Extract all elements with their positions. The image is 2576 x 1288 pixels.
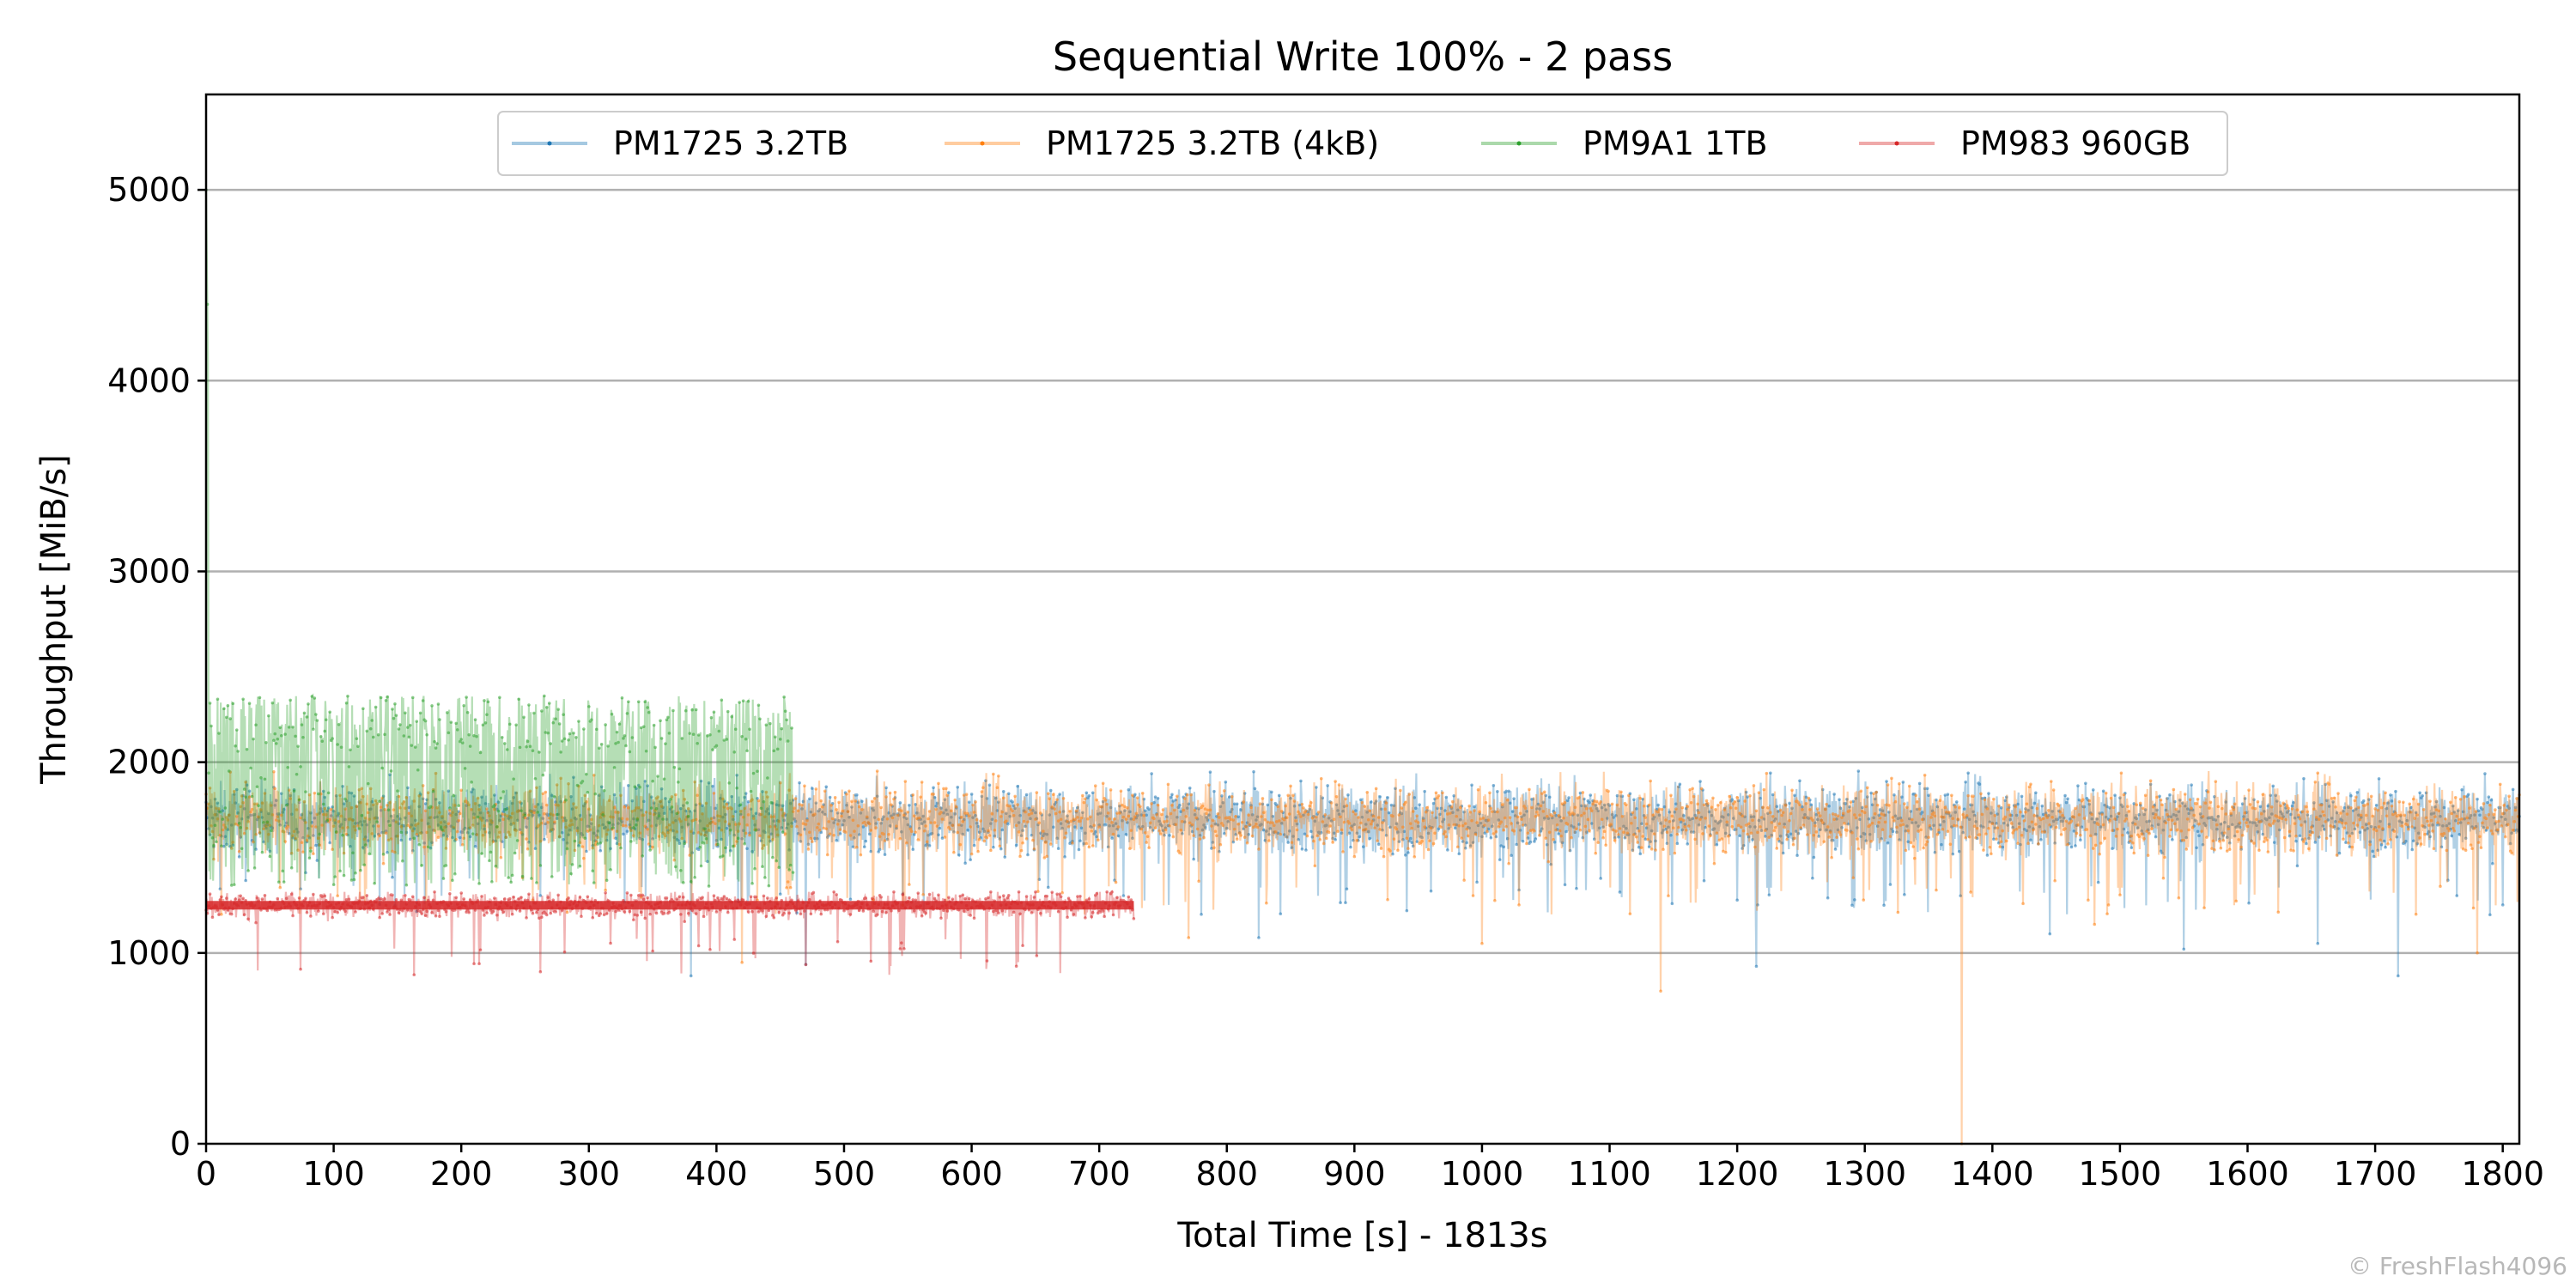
legend-entry-1: PM1725 3.2TB: [512, 125, 848, 162]
plot-area-frame: [204, 93, 2521, 1145]
x-tick-label: 0: [196, 1155, 216, 1193]
legend-entry-2: PM1725 3.2TB (4kB): [945, 125, 1379, 162]
x-tick-label: 400: [685, 1155, 748, 1193]
x-tick-label: 500: [813, 1155, 876, 1193]
x-axis: 0 100 200 300 400 500 600 700 800 900 1000 1100 1200…: [196, 1144, 2544, 1193]
x-tick-label: 1100: [1568, 1155, 1651, 1193]
y-axis-title: Throughput [MiB/s]: [34, 454, 74, 785]
y-tick-label: 5000: [107, 171, 191, 209]
x-tick-label: 1800: [2461, 1155, 2544, 1193]
y-tick-label: 1000: [107, 934, 191, 972]
legend-marker: [547, 141, 552, 146]
grid-lines: [206, 188, 2519, 955]
x-tick-label: 200: [430, 1155, 493, 1193]
x-tick-label: 600: [940, 1155, 1003, 1193]
series-line: [204, 770, 2521, 1145]
y-tick-label: 3000: [107, 552, 191, 590]
series-line: [204, 770, 2521, 976]
x-tick-label: 800: [1195, 1155, 1258, 1193]
x-tick-label: 1500: [2079, 1155, 2162, 1193]
legend-marker: [980, 141, 985, 146]
x-tick-label: 1400: [1951, 1155, 2034, 1193]
x-tick-label: 1200: [1696, 1155, 1779, 1193]
legend-label: PM1725 3.2TB (4kB): [1046, 125, 1379, 162]
legend-marker: [1516, 141, 1522, 146]
legend-label: PM983 960GB: [1960, 125, 2190, 162]
legend-label: PM1725 3.2TB: [613, 125, 848, 162]
legend: PM1725 3.2TB PM1725 3.2TB (4kB) PM9A1 1TB P…: [497, 111, 2228, 176]
watermark: © FreshFlash4096: [2348, 1252, 2567, 1280]
legend-entry-4: PM983 960GB: [1859, 125, 2190, 162]
legend-marker: [1894, 141, 1899, 146]
x-tick-label: 900: [1323, 1155, 1386, 1193]
legend-entry-3: PM9A1 1TB: [1481, 125, 1768, 162]
y-tick-label: 0: [170, 1125, 191, 1163]
x-axis-title: Total Time [s] - 1813s: [1176, 1216, 1547, 1255]
series-3: [204, 188, 795, 888]
y-axis: 0 1000 2000 3000 4000 5000: [107, 171, 206, 1163]
x-tick-label: 1600: [2206, 1155, 2289, 1193]
x-tick-label: 700: [1068, 1155, 1131, 1193]
y-tick-label: 2000: [107, 744, 191, 781]
legend-label: PM9A1 1TB: [1583, 125, 1768, 162]
x-tick-label: 1000: [1441, 1155, 1524, 1193]
x-tick-label: 100: [302, 1155, 365, 1193]
x-tick-label: 300: [558, 1155, 621, 1193]
x-tick-label: 1700: [2334, 1155, 2417, 1193]
chart-title: Sequential Write 100% - 2 pass: [1053, 33, 1673, 80]
y-tick-label: 4000: [107, 361, 191, 399]
legend-box: [497, 111, 2228, 176]
x-tick-label: 1300: [1823, 1155, 1906, 1193]
